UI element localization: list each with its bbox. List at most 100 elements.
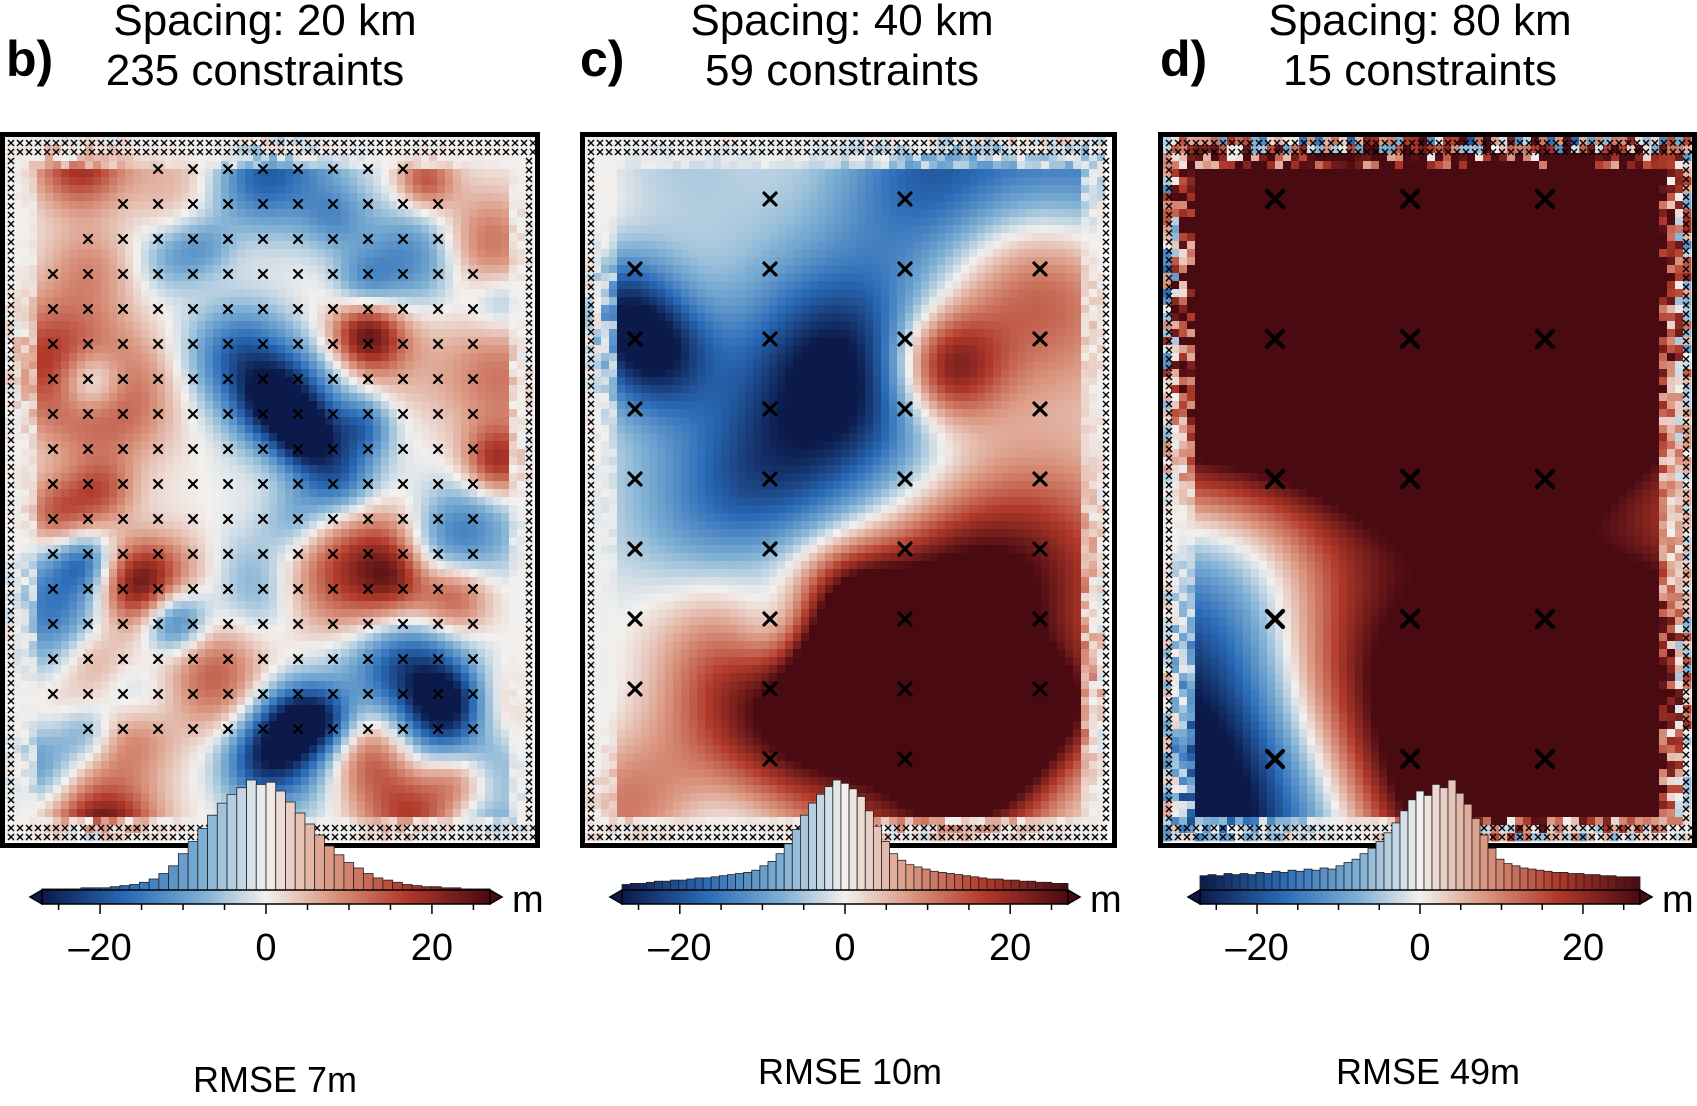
histogram-bar xyxy=(1447,779,1457,891)
histogram-bar xyxy=(1319,867,1329,891)
histogram-bar xyxy=(694,877,704,891)
histogram-bar xyxy=(1239,873,1249,891)
histogram-bar xyxy=(353,867,364,891)
histogram-bar xyxy=(1351,858,1361,891)
histogram-bar xyxy=(129,884,140,891)
histogram-bar xyxy=(1303,868,1313,891)
histogram-bar xyxy=(1567,873,1577,891)
histogram-bar xyxy=(889,853,899,891)
histogram-bar xyxy=(1327,868,1337,891)
histogram-bar xyxy=(1375,841,1385,891)
histogram-bar xyxy=(1287,869,1297,891)
panel-label: c) xyxy=(580,34,624,84)
histogram-bar xyxy=(197,827,208,891)
histogram-bar xyxy=(645,881,655,891)
histogram-bar xyxy=(670,879,680,891)
histogram-bar xyxy=(275,790,286,891)
histogram-bar xyxy=(1631,876,1641,891)
histogram-bar xyxy=(686,878,696,891)
histogram-bar xyxy=(382,879,394,891)
histogram-bar xyxy=(994,878,1004,891)
histogram-bar xyxy=(1335,865,1345,891)
histogram-bar xyxy=(872,825,882,891)
histogram-bar xyxy=(1279,872,1289,891)
colorbar-tick-label: 0 xyxy=(1409,927,1430,969)
histogram-bar xyxy=(783,843,793,891)
colorbar xyxy=(41,889,491,905)
histogram-bar xyxy=(187,841,199,891)
histogram-bar xyxy=(265,781,277,891)
histogram-bar xyxy=(962,875,972,891)
histogram-bar xyxy=(324,845,335,891)
histogram-bar xyxy=(1463,803,1473,891)
histogram-bar xyxy=(881,841,890,891)
colorbar-tick-label: –20 xyxy=(1225,927,1288,969)
panel-title-line1: Spacing: 20 km xyxy=(40,0,490,46)
colorbar-max-arrow xyxy=(1067,888,1082,906)
histogram-bar xyxy=(1551,872,1561,891)
histogram-bar xyxy=(1431,784,1441,891)
colorbar-unit: m xyxy=(1662,879,1694,921)
histogram-bar xyxy=(401,884,413,891)
heatmap-cells xyxy=(5,137,534,842)
colorbar-max-arrow xyxy=(489,888,504,906)
histogram-bar xyxy=(718,875,728,891)
histogram-bar xyxy=(177,853,189,891)
histogram-bar xyxy=(735,873,745,891)
colorbar-tick-label: 20 xyxy=(989,927,1031,969)
histogram-bar xyxy=(970,876,980,891)
histogram-bar xyxy=(1391,822,1401,891)
constraint-points xyxy=(47,163,479,735)
histogram-bar xyxy=(945,873,955,891)
histogram-bar xyxy=(314,834,325,891)
anomaly-map xyxy=(0,132,540,848)
histogram-bar xyxy=(1059,883,1069,891)
histogram-bar xyxy=(1607,875,1617,891)
histogram-bar xyxy=(799,814,809,891)
histogram-bar xyxy=(978,877,988,891)
histogram-bar xyxy=(775,853,785,891)
histogram-bar xyxy=(759,865,769,891)
colorbar-min-arrow xyxy=(28,888,43,906)
histogram-bar xyxy=(333,854,345,891)
colorbar xyxy=(1199,889,1641,905)
colorbar-tick-label: 20 xyxy=(411,927,453,969)
histogram-bar xyxy=(905,864,915,891)
histogram-bar xyxy=(1439,787,1449,891)
anomaly-map xyxy=(1158,132,1697,848)
histogram-bar xyxy=(1535,869,1545,891)
histogram-bar xyxy=(1479,834,1489,891)
histogram-bar xyxy=(1035,881,1045,891)
edge-constraints xyxy=(1165,139,1692,841)
histogram-bar xyxy=(702,877,712,891)
colorbar-histogram: –20 0 20 m xyxy=(1186,779,1694,969)
histogram-bar xyxy=(1519,867,1529,891)
histogram-bar xyxy=(678,879,688,891)
histogram-bar xyxy=(1415,790,1425,891)
panel-title-line2: 59 constraints xyxy=(617,46,1067,96)
histogram-bar xyxy=(168,865,179,891)
histogram-bar xyxy=(1591,874,1601,891)
constraint-points xyxy=(1264,188,1556,770)
anomaly-heatmap xyxy=(1163,137,1692,842)
colorbar-min-arrow xyxy=(1186,888,1201,906)
colorbar-tick-label: 0 xyxy=(834,927,855,969)
histogram-bar xyxy=(913,866,923,891)
histogram-bar xyxy=(1051,883,1061,891)
colorbar-ticks xyxy=(57,904,475,914)
histogram-bar xyxy=(929,870,939,891)
panel-title-line1: Spacing: 40 km xyxy=(617,0,1067,46)
colorbar xyxy=(621,889,1069,905)
panel-c: c) Spacing: 40 km 59 constraints –20 0 20 m… xyxy=(580,0,1140,1106)
histogram-bar xyxy=(148,878,160,891)
colorbar-max-arrow xyxy=(1639,888,1654,906)
histogram-bar xyxy=(767,860,777,891)
histogram-bar xyxy=(986,878,996,891)
histogram-bar xyxy=(1215,875,1225,891)
histogram-bar xyxy=(1343,862,1353,891)
histogram-bar xyxy=(1207,874,1217,891)
histogram-bar xyxy=(1359,853,1369,891)
histogram-bar xyxy=(294,812,306,891)
rmse-label: RMSE 10m xyxy=(675,1052,1025,1092)
histogram-bar xyxy=(743,872,753,891)
